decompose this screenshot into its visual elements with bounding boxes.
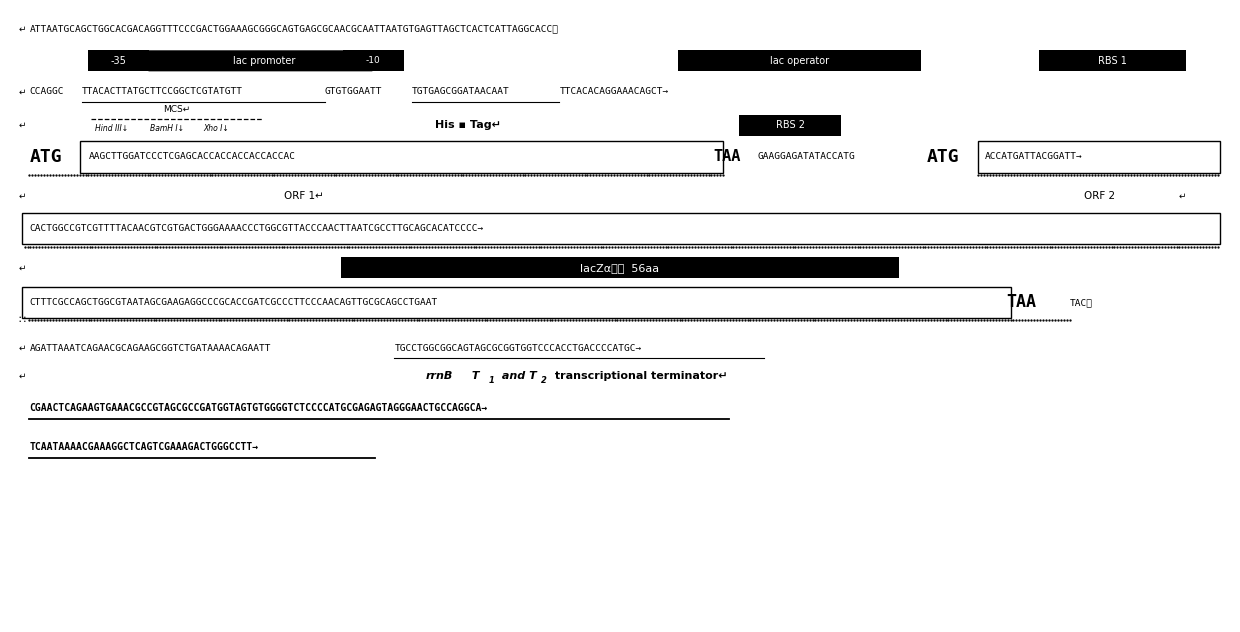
Text: ∷: ∷ <box>19 315 26 325</box>
Text: ↵: ↵ <box>19 87 26 96</box>
Text: -10: -10 <box>366 56 381 65</box>
Text: Xho I↓: Xho I↓ <box>203 124 229 133</box>
Text: CGAACTCAGAAGTGAAACGCCGTAGCGCCGATGGTAGTGTGGGGTCTCCCCATGCGAGAGTAGGGAACTGCCAGGCA→: CGAACTCAGAAGTGAAACGCCGTAGCGCCGATGGTAGTGT… <box>30 403 487 413</box>
FancyArrow shape <box>149 51 388 71</box>
Text: GAAGGAGATATACCATG: GAAGGAGATATACCATG <box>758 152 856 161</box>
Text: CACTGGCCGTCGTTTTACAACGTCGTGACTGGGAAAACCCTGGCGTTACCCAACTTAATCGCCTTGCAGCACATCCCC→: CACTGGCCGTCGTTTTACAACGTCGTGACTGGGAAAACCC… <box>30 224 484 233</box>
Text: transcriptional terminator↵: transcriptional terminator↵ <box>551 371 728 381</box>
Bar <box>739 115 841 136</box>
Text: -35: -35 <box>110 56 126 66</box>
Text: lacZα短肽  56aa: lacZα短肽 56aa <box>580 263 660 272</box>
Text: BamH I↓: BamH I↓ <box>150 124 184 133</box>
Text: T: T <box>467 371 480 381</box>
Text: ORF 2: ORF 2 <box>1085 191 1116 202</box>
Text: and T: and T <box>498 371 537 381</box>
Text: ATG: ATG <box>926 148 959 166</box>
Text: ATG: ATG <box>30 148 62 166</box>
Text: ↵: ↵ <box>19 121 26 130</box>
Text: ATTAATGCAGCTGGCACGACAGGTTTCCCGACTGGAAAGCGGGCAGTGAGCGCAACGCAATTAATGTGAGTTAGCTCACT: ATTAATGCAGCTGGCACGACAGGTTTCCCGACTGGAAAGC… <box>30 25 558 33</box>
Text: ACCATGATTACGGATT→: ACCATGATTACGGATT→ <box>985 152 1083 161</box>
Text: lac promoter: lac promoter <box>233 56 295 66</box>
Text: rrnB: rrnB <box>425 371 453 381</box>
Text: MCS↵: MCS↵ <box>162 105 190 114</box>
Text: ↵: ↵ <box>1179 192 1187 201</box>
Text: TGCCTGGCGGCAGTAGCGCGGTGGTCCCACCTGACCCCATGC→: TGCCTGGCGGCAGTAGCGCGGTGGTCCCACCTGACCCCAT… <box>394 344 641 353</box>
Text: RBS 1: RBS 1 <box>1099 56 1127 66</box>
Bar <box>88 51 149 71</box>
Text: His ▪ Tag↵: His ▪ Tag↵ <box>435 120 501 130</box>
Text: TAA: TAA <box>1007 293 1037 312</box>
Text: TCAATAAAACGAAAGGCTCAGTCGAAAGACTGGGCCTT→: TCAATAAAACGAAAGGCTCAGTCGAAAGACTGGGCCTT→ <box>30 442 258 453</box>
Text: Hind III↓: Hind III↓ <box>95 124 128 133</box>
Text: TAC․: TAC․ <box>1070 298 1092 307</box>
Text: AAGCTTGGATCCCTCGAGCACCACCACCACCACCAC: AAGCTTGGATCCCTCGAGCACCACCACCACCACCAC <box>89 152 296 161</box>
Text: RBS 2: RBS 2 <box>776 120 805 130</box>
Text: ↵: ↵ <box>19 192 26 201</box>
Text: CTTTCGCCAGCTGGCGTAATAGCGAAGAGGCCCGCACCGATCGCCCTTCCCAACAGTTGCGCAGCCTGAAT: CTTTCGCCAGCTGGCGTAATAGCGAAGAGGCCCGCACCGA… <box>30 298 438 307</box>
Text: GTGTGGAATT: GTGTGGAATT <box>325 87 382 96</box>
Text: AGATTAAATCAGAACGCAGAAGCGGTCTGATAAAACAGAATT: AGATTAAATCAGAACGCAGAAGCGGTCTGATAAAACAGAA… <box>30 344 270 353</box>
Text: 1: 1 <box>489 376 495 385</box>
Text: ORF 1↵: ORF 1↵ <box>284 191 324 202</box>
Bar <box>1039 51 1187 71</box>
Text: ↵: ↵ <box>19 25 26 33</box>
Bar <box>341 257 899 278</box>
Bar <box>678 51 921 71</box>
Text: CCAGGC: CCAGGC <box>30 87 64 96</box>
Text: TTACACTTATGCTTCCGGCTCGTATGTT: TTACACTTATGCTTCCGGCTCGTATGTT <box>82 87 243 96</box>
Text: TGTGAGCGGATAACAAT: TGTGAGCGGATAACAAT <box>412 87 510 96</box>
Text: 2: 2 <box>541 376 547 385</box>
Text: ↵: ↵ <box>19 372 26 380</box>
Text: ↵: ↵ <box>19 263 26 272</box>
Text: ↵: ↵ <box>19 344 26 353</box>
Text: TAA: TAA <box>713 149 742 164</box>
Bar <box>343 51 404 71</box>
Text: lac operator: lac operator <box>770 56 830 66</box>
Text: TTCACACAGGAAACAGCT→: TTCACACAGGAAACAGCT→ <box>559 87 668 96</box>
